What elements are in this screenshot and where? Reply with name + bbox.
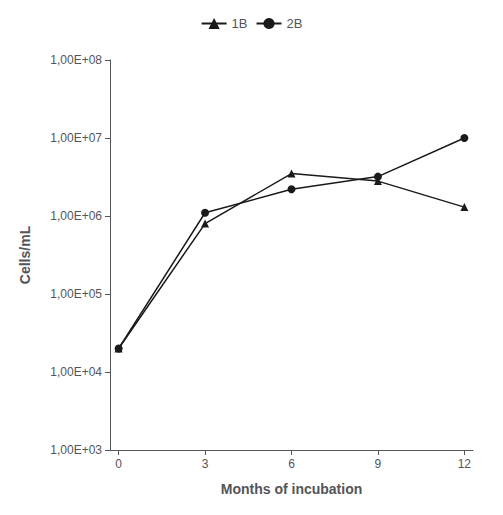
svg-text:12: 12 <box>458 457 472 471</box>
svg-text:1,00E+05: 1,00E+05 <box>50 287 102 301</box>
svg-text:3: 3 <box>202 457 209 471</box>
svg-text:Cells/mL: Cells/mL <box>17 225 33 284</box>
svg-text:1,00E+06: 1,00E+06 <box>50 209 102 223</box>
svg-text:1,00E+04: 1,00E+04 <box>50 365 102 379</box>
svg-text:Months of incubation: Months of incubation <box>221 481 363 497</box>
svg-text:1,00E+08: 1,00E+08 <box>50 53 102 67</box>
svg-text:1,00E+07: 1,00E+07 <box>50 131 102 145</box>
svg-text:9: 9 <box>375 457 382 471</box>
svg-text:2B: 2B <box>287 16 303 31</box>
svg-text:1,00E+03: 1,00E+03 <box>50 443 102 457</box>
svg-text:0: 0 <box>115 457 122 471</box>
svg-text:6: 6 <box>288 457 295 471</box>
svg-text:1B: 1B <box>232 16 248 31</box>
